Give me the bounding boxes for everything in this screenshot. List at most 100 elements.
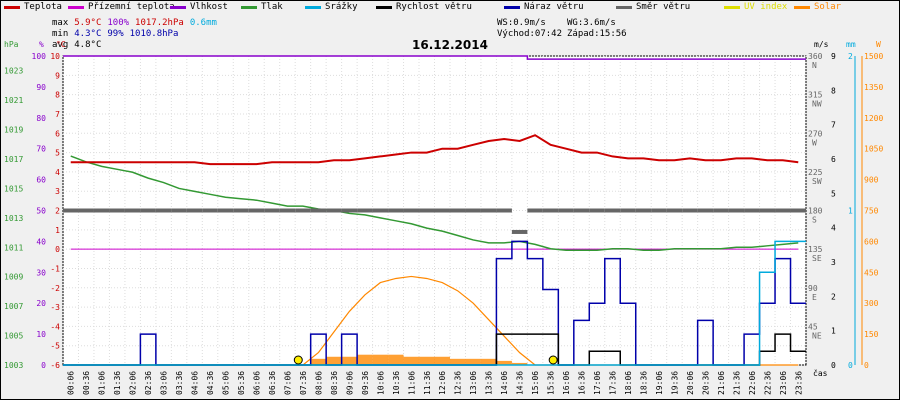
tick-temp: -3 (50, 303, 60, 312)
tick-time: 05:06 (222, 371, 231, 395)
legend-item-2: Vlhkost (170, 2, 228, 12)
solar-bar (388, 354, 404, 365)
tick-time: 07:36 (299, 371, 308, 395)
tick-dir-name: NW (812, 100, 822, 109)
tick-time: 12:06 (438, 371, 447, 395)
tick-dir-deg: 315 (808, 91, 823, 100)
tick-temp: -5 (50, 342, 60, 351)
tick-temp: 6 (55, 129, 60, 138)
tick-time: 19:06 (655, 371, 664, 395)
tick-pct: 50 (36, 207, 46, 216)
stats-max-label: max (52, 18, 69, 28)
stats-max-rain: 0.6mm (189, 18, 217, 28)
tick-temp: -6 (50, 361, 60, 370)
tick-time: 22:36 (763, 371, 772, 395)
axis-title-pct: % (39, 40, 44, 49)
tick-time: 02:36 (144, 371, 153, 395)
tick-hpa: 1003 (4, 361, 23, 370)
tick-pct: 60 (36, 176, 46, 185)
sunrise-info: Východ:07:42 (497, 29, 563, 39)
tick-w: 750 (864, 207, 879, 216)
axis-title-ms: m/s (814, 40, 829, 49)
tick-temp: -2 (50, 284, 60, 293)
legend-swatch (170, 5, 186, 9)
tick-hpa: 1009 (4, 273, 23, 282)
tick-hpa: 1011 (4, 243, 23, 252)
tick-pct: 70 (36, 145, 46, 154)
legend-item-1: Přízemní teplota (68, 2, 175, 12)
tick-temp: 2 (55, 207, 60, 216)
tick-hpa: 1007 (4, 302, 23, 311)
tick-hpa: 1023 (4, 67, 23, 76)
tick-time: 17:06 (593, 371, 602, 395)
tick-time: 00:06 (67, 371, 76, 395)
solar-bar (449, 358, 466, 365)
legend-item-4: Srážky (305, 2, 358, 12)
wind-speed-info: WS:0.9m/s (497, 18, 546, 28)
solar-bar (326, 356, 342, 365)
tick-dir-deg: 270 (808, 129, 823, 138)
stats-max: max 5.9°C 100% 1017.2hPa 0.6mm (52, 18, 223, 28)
tick-time: 10:06 (376, 371, 385, 395)
legend-swatch (241, 5, 257, 9)
tick-hpa: 1005 (4, 332, 23, 341)
tick-dir-name: E (812, 293, 817, 302)
legend-label: Teplota (24, 2, 62, 12)
tick-ms: 3 (831, 258, 836, 267)
sunset-info: Západ:15:56 (567, 29, 627, 39)
stats-max-hum: 100% (107, 18, 130, 28)
tick-dir-name: SE (812, 254, 822, 263)
tick-time: 03:36 (175, 371, 184, 395)
tick-mm: 1 (848, 207, 853, 216)
stats-max-press: 1017.2hPa (135, 18, 184, 28)
tick-time: 01:06 (98, 371, 107, 395)
legend-swatch (794, 5, 810, 9)
solar-bar (310, 358, 327, 365)
tick-temp: 9 (55, 71, 60, 80)
solar-bar (357, 354, 373, 365)
tick-temp: 10 (50, 52, 60, 61)
tick-pct: 40 (36, 237, 46, 246)
tick-ms: 7 (831, 121, 836, 130)
tick-hpa: 1021 (4, 96, 23, 105)
tick-hpa: 1015 (4, 184, 23, 193)
series-humidity (63, 55, 806, 60)
tick-pct: 20 (36, 299, 46, 308)
tick-time: 13:36 (485, 371, 494, 395)
stats-avg: avg 4.8°C (52, 40, 107, 50)
tick-dir-name: SW (812, 177, 822, 186)
axis-title-time: čas (813, 368, 828, 378)
tick-time: 21:36 (732, 371, 741, 395)
legend-item-0: Teplota (4, 2, 62, 12)
solar-bar (403, 356, 420, 365)
tick-ms: 0 (831, 361, 836, 370)
tick-time: 18:36 (639, 371, 648, 395)
tick-time: 02:06 (129, 371, 138, 395)
tick-ms: 4 (831, 224, 836, 233)
legend-label: Solar (814, 2, 842, 12)
tick-dir-name: N (812, 61, 817, 70)
tick-time: 23:06 (779, 371, 788, 395)
solar-bar (372, 354, 389, 365)
tick-ms: 9 (831, 52, 836, 61)
tick-time: 11:36 (423, 371, 432, 395)
tick-time: 15:06 (531, 371, 540, 395)
tick-pct: 30 (36, 268, 46, 277)
solar-bar (511, 362, 528, 365)
series-temperature (70, 134, 799, 166)
tick-time: 10:36 (392, 371, 401, 395)
tick-time: 14:36 (516, 371, 525, 395)
legend-item-9: Solar (794, 2, 841, 12)
tick-time: 07:06 (283, 371, 292, 395)
tick-hpa: 1013 (4, 214, 23, 223)
tick-temp: 0 (55, 245, 60, 254)
tick-temp: -1 (50, 264, 60, 273)
stats-min-press: 1010.8hPa (129, 29, 179, 39)
tick-w: 1350 (864, 83, 883, 92)
tick-time: 05:36 (237, 371, 246, 395)
stats-min: min 4.3°C 99% 1010.8hPa (52, 29, 184, 39)
tick-ms: 1 (831, 327, 836, 336)
stats-min-temp: 4.3°C (74, 29, 102, 39)
tick-temp: 7 (55, 110, 60, 119)
